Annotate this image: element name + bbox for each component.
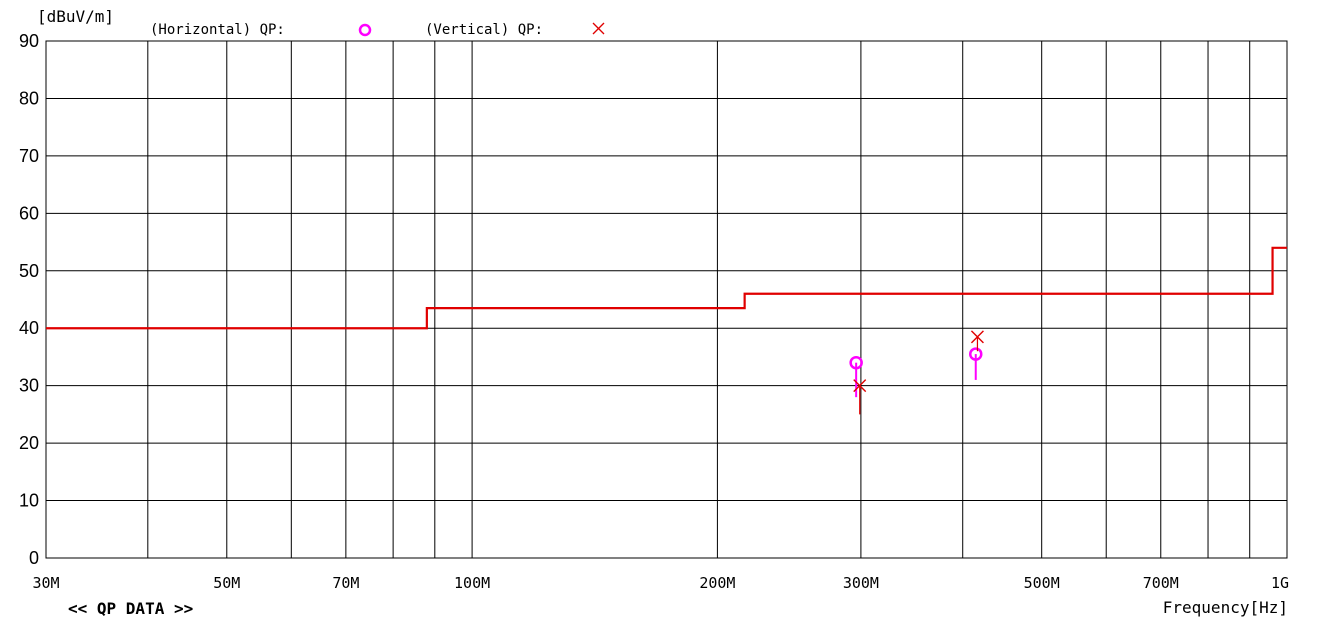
y-tick-label: 70 [19, 146, 39, 166]
x-tick-label: 50M [213, 574, 240, 592]
y-tick-label: 60 [19, 203, 39, 223]
y-tick-label: 0 [29, 548, 39, 568]
legend-marker-circle-icon [358, 23, 372, 37]
y-tick-label: 10 [19, 491, 39, 511]
point-circle-marker [968, 347, 983, 361]
qp-data-title: << QP DATA >> [68, 599, 193, 618]
cross-stroke [970, 330, 984, 344]
y-tick-label: 40 [19, 318, 39, 338]
x-tick-label: 700M [1143, 574, 1179, 592]
y-tick-labels: 0 10 20 30 40 50 60 70 80 90 [19, 31, 39, 568]
y-tick-label: 90 [19, 31, 39, 51]
x-tick-label: 100M [454, 574, 490, 592]
point-cross-marker [853, 379, 867, 393]
x-axis-label: Frequency[Hz] [1163, 598, 1288, 617]
legend-label-vertical: (Vertical) QP: [425, 22, 543, 38]
y-tick-label: 30 [19, 376, 39, 396]
limit-line [46, 246, 1287, 330]
x-tick-label: 30M [32, 574, 59, 592]
x-tick-label: 1G [1271, 574, 1289, 592]
y-tick-label: 80 [19, 88, 39, 108]
grid [46, 40, 1287, 559]
point-circle-marker [849, 355, 863, 370]
x-tick-label: 300M [843, 574, 879, 592]
x-tick-label: 200M [699, 574, 735, 592]
legend: (Horizontal) QP: (Vertical) QP: [150, 22, 605, 38]
point-cross-marker [970, 330, 984, 344]
legend-marker-cross-icon [592, 22, 605, 35]
data-points [849, 330, 984, 415]
y-tick-label: 20 [19, 433, 39, 453]
x-tick-labels: 30M 50M 70M 100M 200M 300M 500M 700M 1G [32, 574, 1289, 592]
cross-stroke [853, 379, 867, 393]
limit-line-path [46, 246, 1287, 330]
x-tick-label: 70M [332, 574, 359, 592]
x-tick-label: 500M [1024, 574, 1060, 592]
plot-frame [45, 40, 1288, 559]
legend-label-horizontal: (Horizontal) QP: [150, 22, 285, 38]
y-axis-label: [dBuV/m] [37, 7, 114, 26]
y-tick-label: 50 [19, 261, 39, 281]
